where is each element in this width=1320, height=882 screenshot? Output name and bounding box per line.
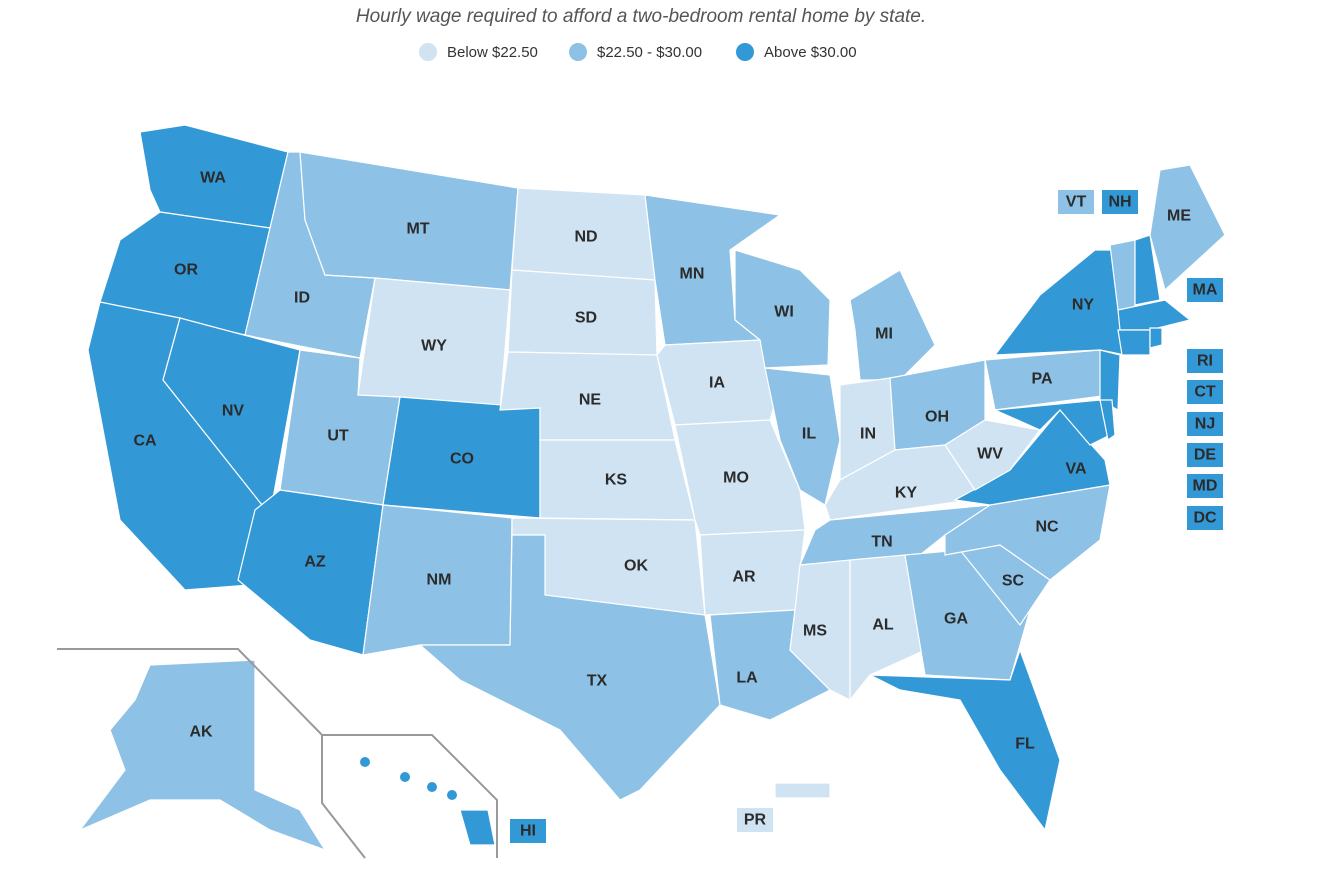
state-label: AR: [732, 569, 756, 586]
state: [418, 534, 721, 801]
label-box: [1187, 278, 1223, 302]
state-label: FL: [1015, 736, 1035, 753]
state-label: NH: [1108, 194, 1131, 211]
state-label: AL: [872, 617, 894, 634]
state-label: DE: [1194, 447, 1217, 464]
legend-swatch: [736, 43, 754, 61]
state-label: WV: [977, 446, 1003, 463]
state-label: WY: [421, 338, 447, 355]
state-label: NY: [1072, 297, 1095, 314]
label-box: [1058, 190, 1094, 214]
state-label: MO: [723, 470, 749, 487]
state-label: OR: [174, 262, 198, 279]
state-label: NV: [222, 403, 245, 420]
legend-swatch: [569, 43, 587, 61]
island: [427, 782, 437, 792]
state-label: VA: [1065, 461, 1086, 478]
state-label: WA: [200, 170, 226, 187]
state: [849, 554, 926, 702]
state: [774, 782, 831, 799]
state-label: NJ: [1195, 416, 1215, 433]
state-label: MT: [406, 221, 429, 238]
state-label: OK: [624, 558, 648, 575]
state-label: CT: [1194, 384, 1216, 401]
legend-label: Below $22.50: [447, 44, 538, 61]
label-box: [1187, 506, 1223, 530]
state-label: MA: [1193, 282, 1218, 299]
legend-label: Above $30.00: [764, 44, 857, 61]
state-label: IL: [802, 426, 816, 443]
state-label: AK: [189, 724, 213, 741]
label-box: [1187, 474, 1223, 498]
state-label: RI: [1197, 353, 1213, 370]
state-label: HI: [520, 823, 536, 840]
state-label: NM: [427, 572, 452, 589]
title: Hourly wage required to afford a two-bed…: [356, 6, 926, 27]
state-label: PR: [744, 812, 767, 829]
label-box: [1187, 380, 1223, 404]
state-label: AZ: [304, 554, 326, 571]
state-label: ME: [1167, 208, 1191, 225]
state: [237, 489, 384, 656]
state-label: KY: [895, 485, 918, 502]
state-label: MS: [803, 623, 827, 640]
state-label: OH: [925, 409, 949, 426]
state-label: CA: [133, 433, 157, 450]
state-label: WI: [774, 304, 794, 321]
state: [1149, 327, 1163, 349]
state: [1134, 234, 1161, 306]
state-label: ID: [294, 290, 310, 307]
state-labels: WA OR CA NV ID MT WY UT CO AZ NM ND SD NE KS OK TX MN IA MO…: [133, 170, 1223, 843]
state-label: TX: [587, 673, 608, 690]
label-box: [1187, 443, 1223, 467]
state-label: TN: [871, 534, 892, 551]
state-label: NC: [1035, 519, 1059, 536]
state-label: SD: [575, 310, 597, 327]
states: [78, 124, 1226, 852]
island: [447, 790, 457, 800]
label-box: [1102, 190, 1138, 214]
label-box: [737, 808, 773, 832]
state: [78, 659, 327, 852]
state-label: IA: [709, 375, 725, 392]
label-box: [1187, 349, 1223, 373]
state-label: LA: [736, 670, 758, 687]
state-label: KS: [605, 472, 628, 489]
state: [1117, 299, 1192, 331]
state-label: PA: [1031, 371, 1052, 388]
state: [734, 249, 831, 369]
state-label: MI: [875, 326, 893, 343]
label-box: [510, 819, 546, 843]
state: [993, 249, 1126, 356]
state-label: MD: [1193, 478, 1218, 495]
state-label: GA: [944, 611, 968, 628]
state: [944, 484, 1111, 581]
state-label: ND: [574, 229, 597, 246]
state-label: DC: [1193, 510, 1217, 527]
label-box: [1187, 412, 1223, 436]
state-label: CO: [450, 451, 474, 468]
state: [1099, 349, 1121, 411]
state-label: SC: [1002, 573, 1025, 590]
state: [869, 648, 1061, 832]
state: [1117, 329, 1151, 356]
state-label: MN: [680, 266, 705, 283]
state: [1149, 164, 1226, 292]
legend-swatch: [419, 43, 437, 61]
inset-border: [57, 648, 498, 858]
state-label: UT: [327, 428, 349, 445]
state-label: VT: [1066, 194, 1087, 211]
state-label: IN: [860, 426, 876, 443]
legend: Below $22.50 $22.50 - $30.00 Above $30.00: [419, 43, 857, 61]
state: [1099, 399, 1116, 442]
state: [459, 809, 496, 846]
legend-label: $22.50 - $30.00: [597, 44, 702, 61]
state-label: NE: [579, 392, 602, 409]
state: [944, 419, 1042, 491]
island: [360, 757, 370, 767]
island: [400, 772, 410, 782]
inset-border: [321, 735, 366, 859]
